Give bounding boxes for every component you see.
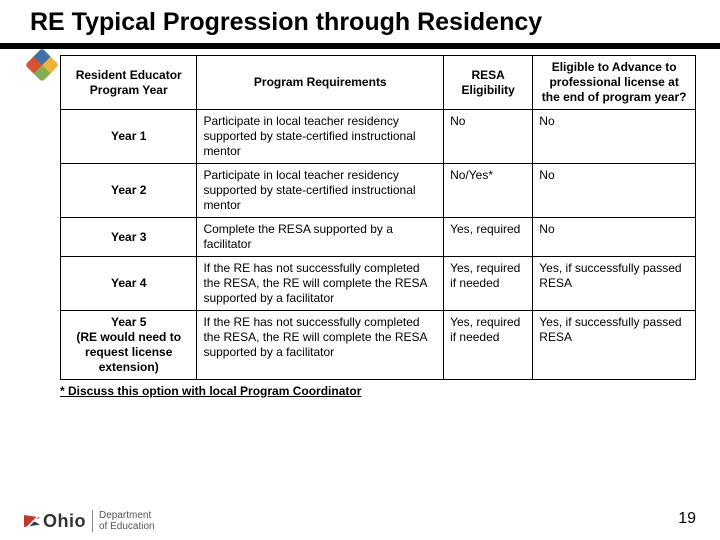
col-header-year: Resident Educator Program Year [61, 56, 197, 110]
cell-adv: No [533, 164, 696, 218]
cell-req: Participate in local teacher residency s… [197, 110, 444, 164]
dept-line1: Department [99, 510, 151, 521]
footer: Ohio Department of Education 19 [0, 504, 720, 532]
slide-accent-icon [25, 48, 59, 82]
cell-adv: No [533, 110, 696, 164]
slide: RE Typical Progression through Residency… [0, 0, 720, 540]
table-row: Year 1 Participate in local teacher resi… [61, 110, 696, 164]
col-header-resa: RESA Eligibility [444, 56, 533, 110]
cell-resa: Yes, required if needed [444, 311, 533, 380]
page-number: 19 [678, 510, 696, 528]
content-area: Resident Educator Program Year Program R… [0, 49, 720, 398]
cell-req: Participate in local teacher residency s… [197, 164, 444, 218]
progression-table: Resident Educator Program Year Program R… [60, 55, 696, 380]
table-row: Year 4 If the RE has not successfully co… [61, 257, 696, 311]
table-row: Year 5 (RE would need to request license… [61, 311, 696, 380]
col-header-advance: Eligible to Advance to professional lice… [533, 56, 696, 110]
cell-resa: No/Yes* [444, 164, 533, 218]
ohio-flag-icon [24, 515, 40, 527]
cell-year: Year 1 [61, 110, 197, 164]
dept-label: Department of Education [92, 510, 155, 532]
ohio-wordmark: Ohio [24, 511, 86, 532]
cell-resa: No [444, 110, 533, 164]
slide-title: RE Typical Progression through Residency [0, 0, 720, 41]
table-row: Year 2 Participate in local teacher resi… [61, 164, 696, 218]
col-header-requirements: Program Requirements [197, 56, 444, 110]
cell-adv: Yes, if successfully passed RESA [533, 311, 696, 380]
footnote: * Discuss this option with local Program… [60, 384, 696, 398]
dept-line2: of Education [99, 521, 155, 532]
cell-year: Year 3 [61, 218, 197, 257]
table-header-row: Resident Educator Program Year Program R… [61, 56, 696, 110]
cell-req: Complete the RESA supported by a facilit… [197, 218, 444, 257]
ohio-logo: Ohio Department of Education [24, 510, 155, 532]
cell-resa: Yes, required [444, 218, 533, 257]
ohio-text: Ohio [43, 511, 86, 532]
cell-year: Year 4 [61, 257, 197, 311]
cell-year: Year 5 (RE would need to request license… [61, 311, 197, 380]
cell-resa: Yes, required if needed [444, 257, 533, 311]
cell-year: Year 2 [61, 164, 197, 218]
cell-req: If the RE has not successfully completed… [197, 257, 444, 311]
cell-adv: Yes, if successfully passed RESA [533, 257, 696, 311]
cell-adv: No [533, 218, 696, 257]
table-row: Year 3 Complete the RESA supported by a … [61, 218, 696, 257]
cell-req: If the RE has not successfully completed… [197, 311, 444, 380]
